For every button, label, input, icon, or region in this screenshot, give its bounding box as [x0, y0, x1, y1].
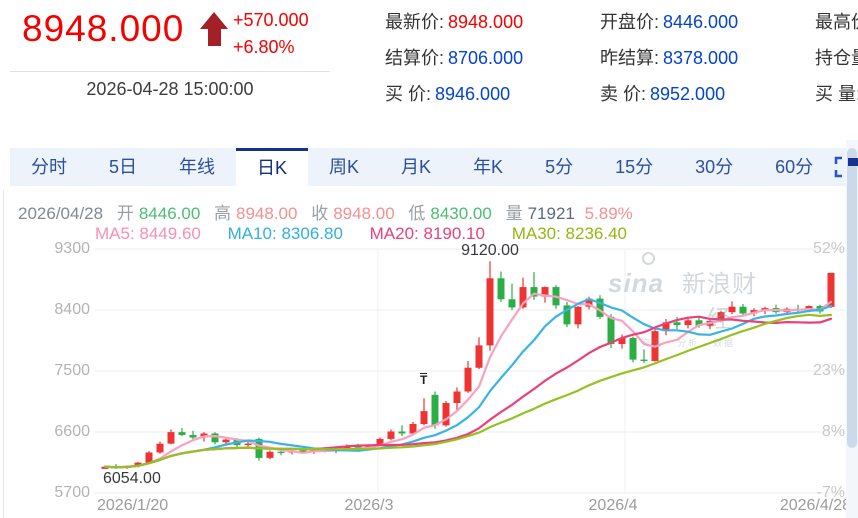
high-label: 高: [214, 204, 232, 223]
watermark-text: 新浪财经: [682, 271, 758, 333]
watermark-subtext: 资讯 · 分析 · 数据: [641, 338, 735, 348]
chart-max-label: 9120.00: [461, 242, 519, 260]
close-label: 收: [311, 204, 329, 223]
price-change-pct: +6.80%: [233, 37, 295, 57]
bar-date: 2026/04/28: [18, 204, 104, 223]
sina-watermark: sina 新浪财经 资讯 · 分析 · 数据: [608, 252, 768, 349]
tab-monthly-k[interactable]: 月K: [401, 157, 432, 177]
ask-price-label: 卖 价:: [600, 84, 647, 104]
tab-daily-k[interactable]: 日K: [236, 148, 309, 186]
event-marker: T: [420, 373, 428, 388]
low-label: 低: [408, 204, 426, 223]
tab-5min[interactable]: 5分: [545, 157, 574, 177]
open-price-value: 8446.000: [663, 12, 739, 32]
y-tick-6600: 6600: [54, 423, 90, 440]
price-change: +570.000: [233, 10, 309, 30]
settle-price-label: 结算价:: [385, 48, 445, 68]
ma5-value: MA5: 8449.60: [95, 224, 201, 243]
low-value: 8430.00: [430, 204, 492, 223]
y-tick-5700: 5700: [54, 484, 90, 501]
chart-period-tabs: 分时 5日 年线 日K 周K 月K 年K 5分 15分 30分 60分 ⋮: [10, 148, 856, 186]
open-label: 开: [116, 204, 134, 223]
pct-tick-8: 8%: [821, 423, 845, 440]
last-price-label: 最新价:: [385, 12, 445, 32]
watermark-brand: sina: [608, 268, 665, 298]
sina-eye-icon: [642, 252, 655, 265]
y-tick-9300: 9300: [54, 240, 90, 257]
bid-volume-label: 买 量:: [815, 84, 858, 104]
pct-tick-23: 23%: [812, 362, 845, 379]
tab-30min[interactable]: 30分: [695, 157, 734, 177]
x-tick-apr28: 2026/4/28: [779, 497, 851, 514]
clipped-edge-element: [848, 158, 858, 166]
ma-legend: MA5: 8449.60 MA10: 8306.80 MA20: 8190.10…: [95, 224, 649, 244]
open-interest-label: 持仓量:: [815, 48, 858, 68]
open-price-label: 开盘价:: [600, 12, 660, 32]
pct-change-value: 5.89%: [584, 204, 633, 223]
x-tick-jan20: 2026/1/20: [97, 497, 169, 514]
settle-price-value: 8706.000: [448, 48, 524, 68]
page-scrollbar[interactable]: [846, 140, 858, 518]
close-value: 8948.00: [333, 204, 395, 223]
x-tick-apr: 2026/4: [588, 497, 638, 514]
ask-price-value: 8952.000: [650, 84, 726, 104]
last-price-value: 8948.000: [448, 12, 524, 32]
quote-timestamp: 2026-04-28 15:00:00: [86, 79, 254, 99]
kline-chart[interactable]: [10, 188, 846, 518]
volume-value: 71921: [527, 204, 575, 223]
ma30-value: MA30: 8236.40: [511, 224, 627, 243]
pct-tick-neg7: -7%: [816, 484, 845, 501]
quote-column-1: 最新价: 8948.000 结算价: 8706.000 买 价: 8946.000: [385, 4, 523, 112]
price-change-block: +570.000 +6.80%: [233, 7, 309, 61]
tab-5day[interactable]: 5日: [109, 157, 138, 177]
header-divider: [10, 71, 330, 72]
x-tick-mar: 2026/3: [344, 497, 394, 514]
y-tick-7500: 7500: [54, 362, 90, 379]
high-value: 8948.00: [236, 204, 298, 223]
prev-settle-value: 8378.000: [663, 48, 739, 68]
tab-yearly-k[interactable]: 年K: [473, 157, 504, 177]
quote-column-2: 开盘价: 8446.000 昨结算: 8378.000 卖 价: 8952.000: [600, 4, 738, 112]
prev-settle-label: 昨结算:: [600, 48, 660, 68]
volume-label: 量: [505, 204, 523, 223]
last-price: 8948.000: [22, 8, 185, 49]
ma20-value: MA20: 8190.10: [369, 224, 485, 243]
y-tick-8400: 8400: [54, 301, 90, 318]
tab-minute[interactable]: 分时: [31, 157, 67, 177]
pct-tick-52: 52%: [812, 240, 845, 257]
ma10-value: MA10: 8306.80: [227, 224, 343, 243]
bid-price-value: 8946.000: [435, 84, 511, 104]
open-value: 8446.00: [138, 204, 201, 223]
chart-min-label: 6054.00: [103, 470, 161, 487]
bid-price-label: 买 价:: [385, 84, 432, 104]
up-arrow-icon: [199, 12, 229, 52]
quote-column-3-clipped: 最高价: 持仓量: 买 量:: [815, 4, 858, 112]
tab-60min[interactable]: 60分: [775, 157, 814, 177]
panel-left-border: [3, 190, 4, 518]
tab-weekly-k[interactable]: 周K: [329, 157, 360, 177]
tab-15min[interactable]: 15分: [615, 157, 654, 177]
tab-yearline[interactable]: 年线: [179, 157, 216, 177]
high-price-label: 最高价:: [815, 12, 858, 32]
scrollbar-thumb[interactable]: [847, 148, 857, 448]
